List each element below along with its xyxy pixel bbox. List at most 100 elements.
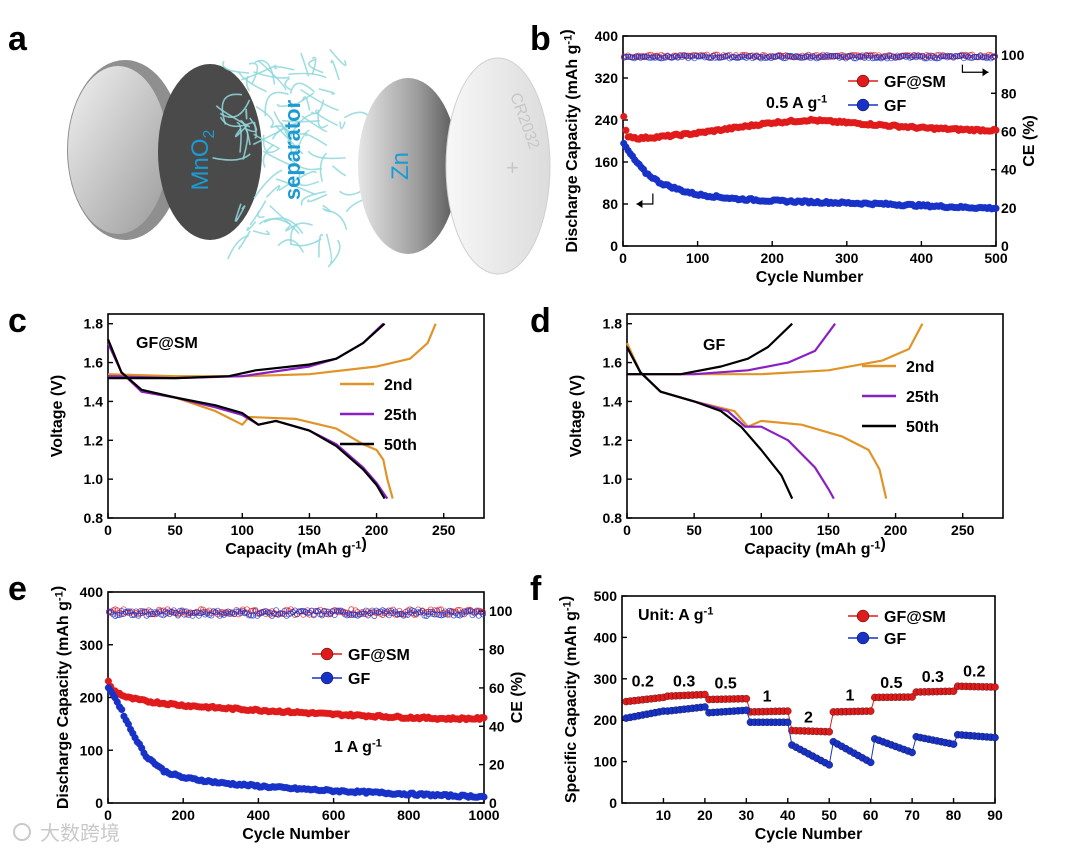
ce-point [114, 612, 121, 619]
ce-point [936, 54, 943, 61]
gfsm-legend-marker [856, 609, 870, 623]
separator-fiber [253, 121, 257, 139]
separator-fiber [258, 218, 292, 226]
ce-point [323, 610, 330, 617]
y-tick-label: 160 [595, 154, 619, 170]
rate-point [866, 758, 875, 767]
ce-point [979, 54, 986, 61]
y-tick-label: 1.6 [84, 355, 104, 371]
x-tick-label: 200 [172, 807, 196, 823]
rate-point [991, 733, 999, 742]
ce-point [952, 53, 959, 60]
separator-fiber [273, 111, 308, 135]
panel-letter-e: e [8, 570, 27, 608]
rate-label: 1 [763, 689, 772, 706]
x-tick-label: 80 [946, 807, 962, 823]
separator-fiber [307, 150, 346, 160]
ce-point [623, 53, 630, 60]
y-tick-label: 1.0 [603, 471, 623, 487]
y-tick-label: 1.2 [84, 432, 104, 448]
y-tick-label: 400 [80, 584, 104, 600]
cathode-label: MnO2 [187, 129, 218, 190]
ce-point [106, 608, 113, 615]
capacity-point [992, 126, 1000, 134]
legend-label-25th: 25th [384, 407, 417, 424]
ce-point [971, 53, 978, 60]
plus-icon: + [506, 155, 519, 180]
x-tick-label: 250 [432, 522, 456, 538]
y-tick-label: 320 [595, 70, 619, 86]
separator-fiber [238, 230, 251, 250]
x-axis-label: Cycle Number [755, 826, 863, 843]
ce-point [339, 608, 346, 615]
rate-point [991, 683, 999, 691]
gf-legend-marker [856, 98, 870, 112]
ce-point [369, 607, 376, 614]
curve-2nd-charge [107, 323, 437, 378]
y-axis-label: Discharge Capacity (mAh g-1) [558, 29, 581, 252]
ce-point [177, 607, 184, 614]
separator-fiber [319, 152, 328, 182]
y2-axis-label: CE (%) [509, 672, 526, 724]
gfsm-legend-marker [320, 647, 334, 661]
ce-point [904, 53, 911, 60]
x-tick-label: 200 [365, 522, 389, 538]
ce-point [314, 608, 321, 615]
x-tick-label: 100 [686, 250, 710, 266]
ce-point [797, 54, 804, 61]
y-tick-label: 0 [610, 238, 618, 254]
gf-legend-marker [320, 671, 334, 685]
rate-label: 0.5 [880, 675, 902, 692]
plot-frame [621, 595, 996, 804]
ce-point [991, 53, 998, 60]
arrow-right-axis [961, 64, 989, 73]
ce-point [815, 54, 822, 61]
ce-point [650, 54, 657, 61]
rate-point [908, 748, 916, 757]
x-tick-label: 60 [863, 807, 879, 823]
x-tick-label: 200 [884, 522, 908, 538]
separator-fiber [235, 205, 246, 222]
legend-label-gfsm: GF@SM [348, 647, 410, 664]
separator-fiber [292, 129, 310, 158]
ce-point [695, 53, 702, 60]
ce-point [440, 611, 447, 618]
rate-point [825, 728, 833, 736]
y-tick-label: 0.8 [603, 510, 623, 526]
watermark: 大数跨境 [13, 821, 120, 845]
x-tick-label: 600 [322, 807, 346, 823]
separator-fiber [255, 105, 274, 128]
separator-fiber [324, 209, 348, 230]
zn-anode [358, 78, 458, 254]
ce-point [851, 55, 858, 62]
separator-fiber [277, 239, 305, 253]
legend-label-2nd: 2nd [384, 377, 412, 394]
curve-25th-discharge [626, 346, 835, 500]
separator-fiber [234, 203, 242, 222]
ce-point [685, 55, 692, 62]
mno2-cathode [158, 64, 262, 240]
ce-point [306, 609, 313, 616]
ce-point [828, 52, 835, 59]
ce-point [931, 55, 938, 62]
x-tick-label: 30 [739, 807, 755, 823]
separator-fiber [221, 93, 243, 125]
y2-axis-label: CE (%) [1021, 115, 1038, 167]
ce-point [436, 612, 443, 619]
separator-fiber [339, 121, 346, 130]
ce-point [415, 609, 422, 616]
capacity-point [992, 204, 1000, 212]
ce-point [327, 610, 334, 617]
x-tick-label: 400 [247, 807, 271, 823]
rate-label: 0.3 [673, 673, 695, 690]
x-tick-label: 400 [910, 250, 934, 266]
rate-annotation: 0.5 A g-1 [766, 93, 827, 112]
ce-point [807, 53, 814, 60]
separator-fiber [257, 210, 265, 219]
y-axis-label: Discharge Capacity (mAh g-1) [49, 586, 72, 809]
ce-point [174, 612, 181, 619]
y-tick-label: 240 [595, 112, 619, 128]
x-axis-label: Capacity (mAh g-1) [744, 535, 886, 558]
rate-label: 0.2 [963, 664, 985, 681]
ce-point [714, 51, 721, 58]
